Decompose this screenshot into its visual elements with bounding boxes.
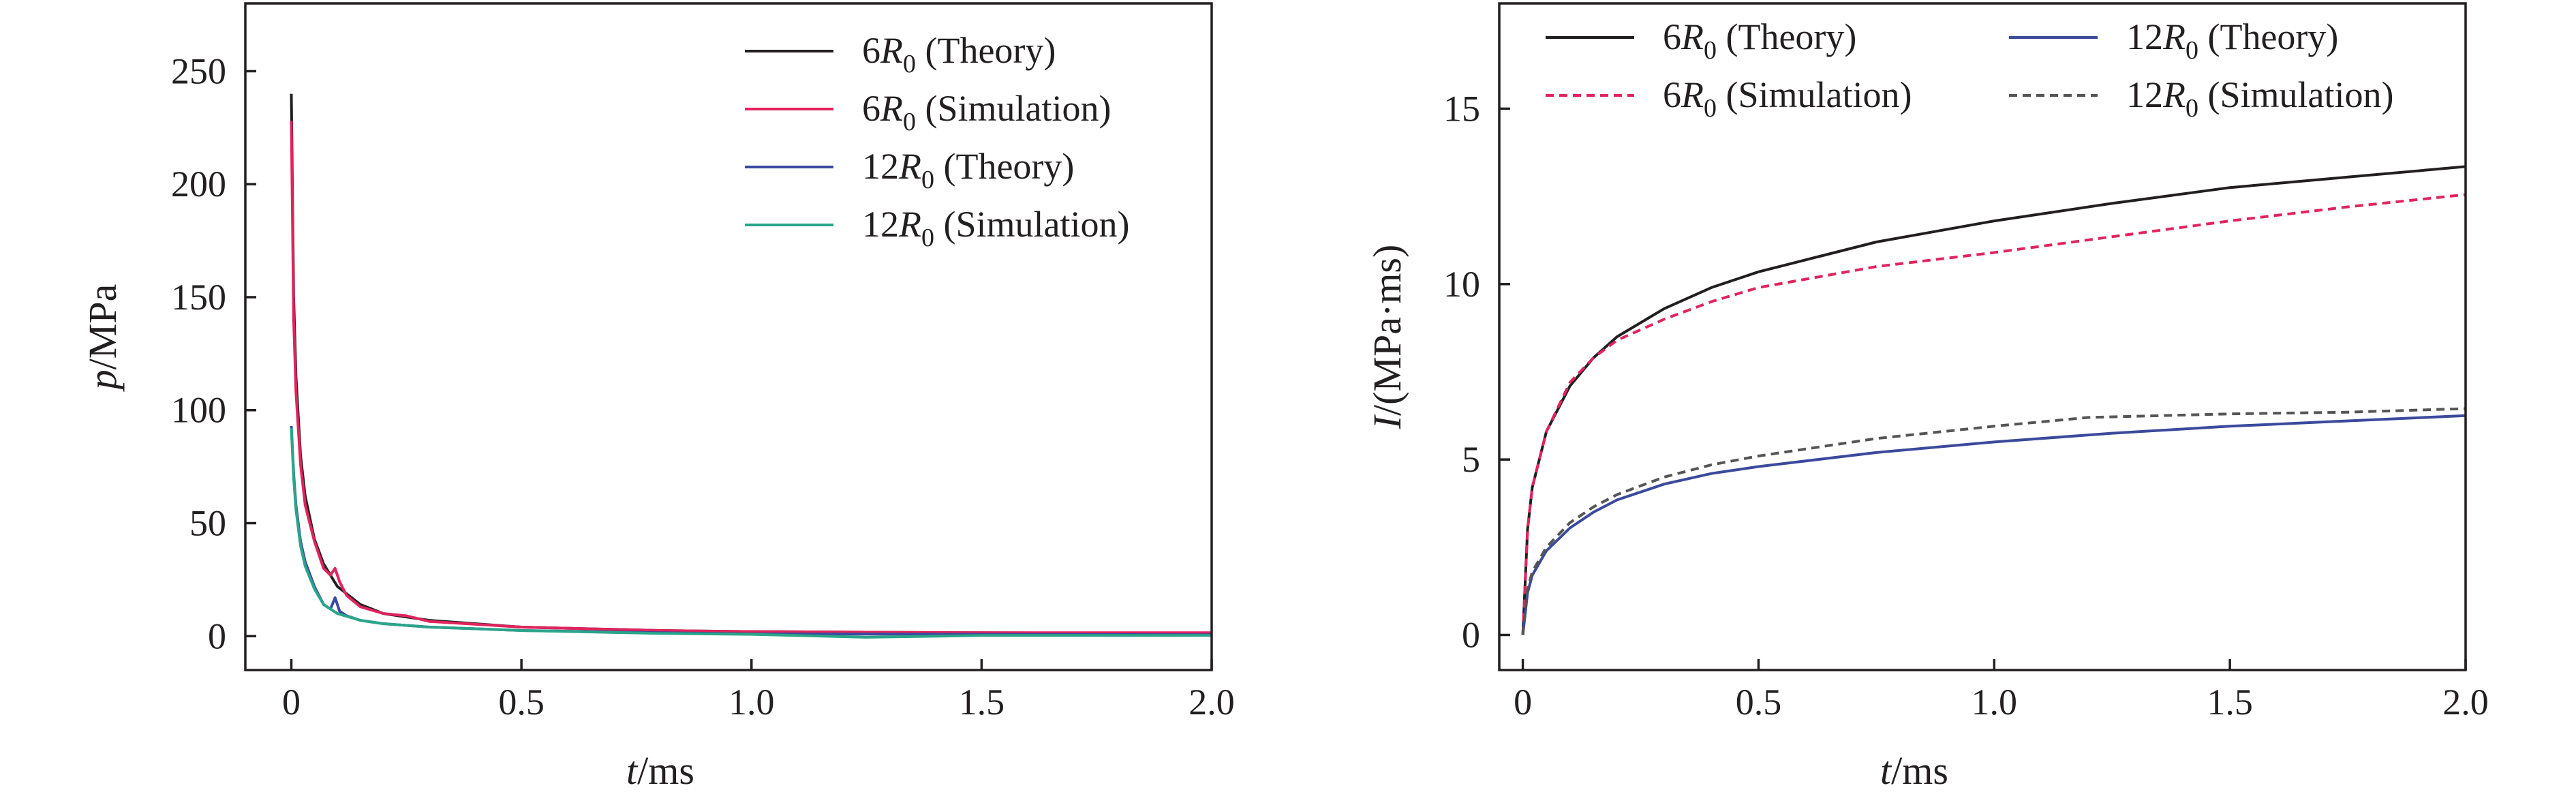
x-axis-var: t [626,748,639,793]
y-axis-unit: /MPa [80,284,125,370]
x-tick-label: 0.5 [498,682,545,723]
series-line-1 [290,121,1212,635]
x-tick-label: 0.5 [1736,682,1782,723]
legend: 6R0 (Theory) 6R0 (Simulation) 12R0 (Theory… [1546,16,2393,123]
series-line-3 [290,428,1212,639]
x-tick-label: 1.5 [2207,682,2253,723]
pressure-chart: 0 0.5 1.0 1.5 2.0 0 50 100 150 200 250 t/ms p/MPa 6R0… [80,2,1235,793]
plot-area [290,93,1212,639]
series-line-0 [1521,165,2466,635]
legend: 6R0 (Theory) 6R0 (Simulation) 12R0 (Theory… [745,30,1129,252]
legend-label-0: 6R0 (Theory) [862,30,1056,78]
x-tick-label: 1.0 [1972,682,2018,723]
y-tick-label: 10 [1443,264,1480,305]
y-tick-label: 250 [171,50,226,91]
plot-area [1521,165,2466,635]
x-axis-unit: /ms [1891,748,1948,793]
x-tick-label: 1.0 [729,682,775,723]
legend-label-3: 12R0 (Simulation) [2126,74,2393,123]
x-axis-title: t/ms [626,748,694,793]
x-axis-var: t [1880,748,1892,793]
x-axis-unit: /ms [637,748,694,793]
x-tick-label: 2.0 [2442,682,2489,723]
legend-label-1: 6R0 (Simulation) [862,88,1111,136]
y-axis-unit: /(MPa·ms) [1365,245,1409,416]
y-tick-label: 0 [208,616,226,656]
y-tick-label: 50 [189,503,226,544]
y-axis-var: p [80,369,125,392]
legend-label-3: 12R0 (Simulation) [862,204,1129,252]
y-axis-var: I [1365,414,1409,429]
series-line-1 [1521,193,2466,635]
y-tick-label: 100 [171,390,226,431]
y-tick-label: 0 [1462,615,1480,656]
y-tick-label: 150 [171,277,226,318]
plot-frame [244,2,1213,671]
legend-label-0: 6R0 (Theory) [1663,16,1856,65]
series-line-2 [290,425,1212,637]
x-tick-label: 1.5 [959,682,1005,723]
y-axis-title: I/(MPa·ms) [1365,245,1409,430]
y-axis-title: p/MPa [80,284,125,393]
x-tick-label: 0 [1514,682,1532,723]
y-tick-label: 15 [1443,88,1480,129]
impulse-chart: 0 0.5 1.0 1.5 2.0 0 5 10 15 t/ms I/(MPa·ms) 6R0 (Th… [1365,2,2489,793]
legend-label-2: 12R0 (Theory) [2126,16,2338,65]
x-axis-title: t/ms [1880,748,1948,793]
series-line-2 [1521,414,2466,635]
x-tick-label: 2.0 [1189,682,1235,723]
plot-frame [1498,2,2467,671]
legend-label-2: 12R0 (Theory) [862,146,1074,194]
y-tick-label: 200 [171,164,226,204]
x-tick-label: 0 [282,682,301,723]
legend-label-1: 6R0 (Simulation) [1663,74,1912,123]
y-tick-label: 5 [1462,439,1480,480]
